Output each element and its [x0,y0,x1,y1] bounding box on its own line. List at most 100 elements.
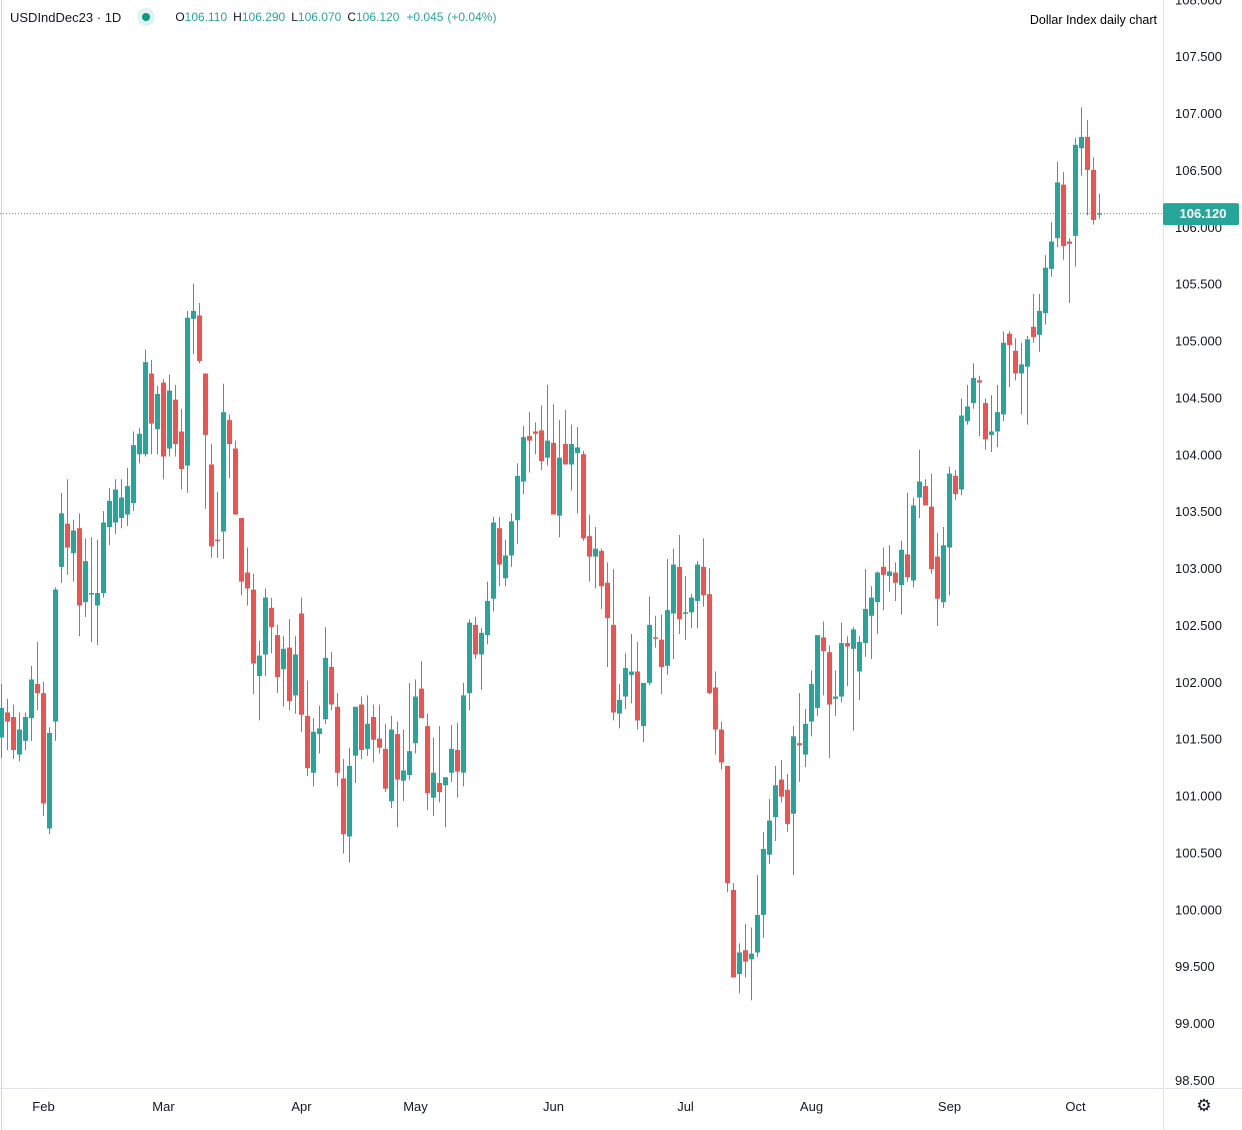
candle [923,479,928,506]
candle [329,652,334,711]
candle-body [65,523,70,548]
candle-body [251,589,256,664]
candle-body [41,693,46,804]
candle [959,398,964,496]
candle-body [137,433,142,455]
candle-body [839,643,844,697]
candle [869,586,874,659]
last-price-label: 106.120 [1163,203,1239,226]
candle-body [311,731,316,773]
separator: · [96,9,102,25]
candle [131,431,136,512]
candle-body [269,607,274,628]
candle-body [101,522,106,594]
candle [143,349,148,457]
change-percent: (+0.04%) [447,10,497,24]
candle-body [389,729,394,802]
candle [965,384,970,425]
candle-body [401,770,406,781]
candle-body [635,671,640,721]
price-tick-label: 102.000 [1175,675,1222,690]
price-tick-label: 105.500 [1175,277,1222,292]
candle [1055,161,1060,248]
candle-body [953,475,958,495]
candle [773,765,778,841]
candle [875,571,880,634]
price-axis[interactable]: 98.500 99.000 99.500 100.000 100.500 101.000 1… [1175,0,1222,1088]
gear-icon[interactable]: ⚙ [1196,1096,1212,1115]
candle-body [851,629,856,649]
candle [1073,138,1078,267]
candle-body [821,637,826,652]
candle [1013,338,1018,381]
candle [827,645,832,758]
candle-body [95,593,100,606]
candle [443,777,448,828]
candle-body [533,431,538,434]
candle-body [53,589,58,722]
candle [251,573,256,695]
candle-body [155,393,160,430]
candles-layer [0,107,1102,1001]
candle-body [239,517,244,582]
candle-body [1055,182,1060,239]
price-tick-label: 107.500 [1175,49,1222,64]
candle-body [227,420,232,445]
candle-body [671,564,676,614]
candle-body [815,635,820,708]
candle-body [467,622,472,694]
candle-body [917,481,922,498]
candle-body [569,444,574,465]
candle-body [899,549,904,586]
candle [335,693,340,787]
candle [179,408,184,490]
candle [425,713,430,811]
symbol-title[interactable]: USDIndDec23 · 1D [10,10,121,25]
candle-body [281,648,286,670]
candle [611,569,616,721]
candle-body [989,431,994,435]
candle [1067,238,1072,303]
candle-body [947,473,952,548]
candle [671,548,676,659]
time-axis[interactable]: Feb Mar Apr May Jun Jul Aug Sep Oct [32,1099,1086,1114]
candle [635,641,640,730]
candle-body [335,706,340,773]
candle [803,709,808,768]
candle [263,588,268,677]
price-tick-label: 98.500 [1175,1073,1215,1088]
candle-body [425,726,430,794]
candle [149,359,154,455]
candle [0,684,4,758]
candle [629,633,634,704]
candle [725,765,730,893]
candle [239,517,244,596]
candle-body [509,521,514,556]
candle [833,670,838,716]
candle-body [299,613,304,715]
high-label: H [233,10,242,24]
candle [323,627,328,724]
candle [623,653,628,710]
candle-body [545,440,550,458]
candle [1091,157,1096,225]
candle-body [599,550,604,587]
candle-body [167,390,172,449]
candle-body [983,403,988,440]
candle [317,705,322,754]
candle-body [695,564,700,601]
candle-body [1031,326,1036,338]
candle [173,384,178,457]
candle-body [407,751,412,776]
candle [383,723,388,793]
candle [545,384,550,466]
candle-body [353,706,358,756]
candle-body [5,712,10,722]
candle [1043,255,1048,325]
candle [221,383,226,559]
candle-body [419,688,424,719]
candle-body [689,597,694,613]
candle [47,727,52,835]
candle-body [713,687,718,730]
